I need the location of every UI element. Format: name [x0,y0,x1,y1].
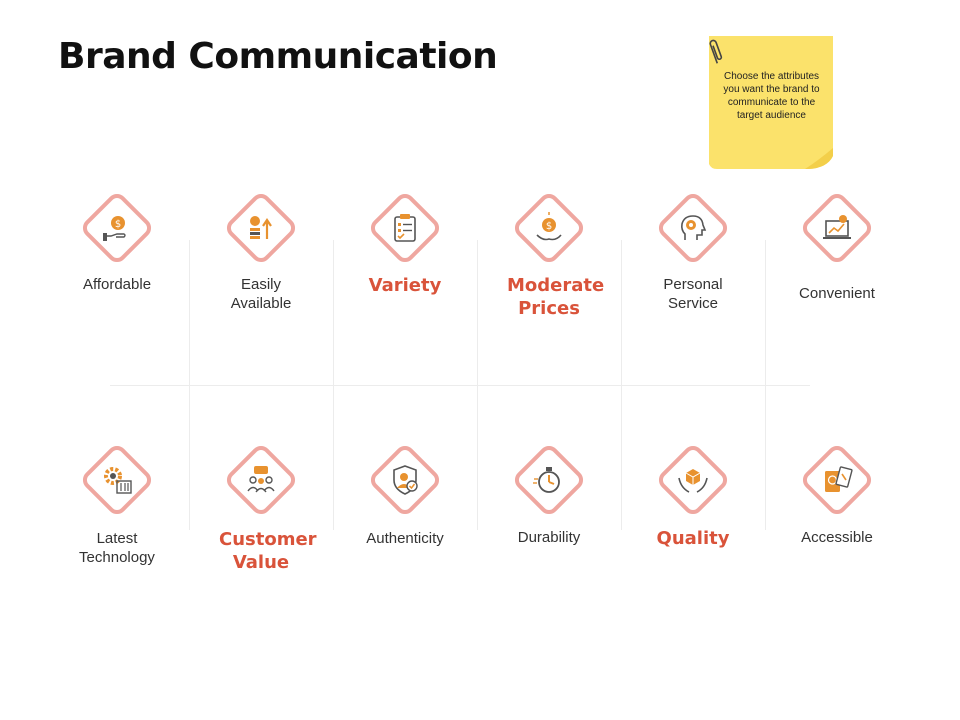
box-hands-icon [678,469,708,493]
attribute-badge [221,440,301,520]
attribute-badge [221,188,301,268]
vertical-divider [333,240,334,530]
vertical-divider [765,240,766,530]
horizontal-divider [110,385,810,386]
attribute-label: Convenient [799,285,875,302]
attribute-badge [797,440,877,520]
coin-hand-icon: $ [536,212,562,241]
page-title: Brand Communication [58,36,498,77]
sticky-note-paper-icon [709,36,833,169]
attribute-label: Accessible [801,529,873,546]
coins-growth-icon [250,216,272,239]
shield-person-icon [393,465,418,495]
attribute-label: Quality [656,528,730,549]
attribute-label: Personal Service [663,276,723,312]
attribute-label: Durability [517,529,581,546]
attribute-label: Latest Technology [79,530,155,566]
svg-text:$: $ [115,219,121,230]
attribute-label: Customer Value [219,529,317,573]
attribute-badge: $ [77,188,157,268]
vertical-divider [189,240,190,530]
customer-group-icon [247,466,275,493]
money-hand-icon: $ [103,216,126,241]
vertical-divider [621,240,622,530]
attribute-badge: $ [509,188,589,268]
svg-text:$: $ [546,221,552,232]
clipboard-checklist-icon [394,214,416,242]
stopwatch-icon [533,467,560,493]
passport-ticket-icon [825,466,853,492]
attribute-badge [77,440,157,520]
attribute-badge [365,188,445,268]
attribute-badge [365,440,445,520]
attribute-badge [653,188,733,268]
attribute-badge [509,440,589,520]
sticky-note-text: Choose the attributes you want the brand… [723,71,820,121]
attribute-label: Moderate Prices [507,275,605,319]
head-gear-icon [681,215,707,240]
attribute-label: Authenticity [366,530,444,547]
attribute-badge [797,188,877,268]
attribute-badge [653,440,733,520]
attribute-label: Affordable [82,276,152,293]
paperclip-icon [709,39,723,64]
vertical-divider [477,240,478,530]
sticky-note: Choose the attributes you want the brand… [709,36,834,170]
laptop-chart-icon [823,215,851,239]
attribute-label: Easily Available [230,276,292,312]
attribute-label: Variety [368,275,442,296]
gear-sliders-icon [104,467,132,494]
